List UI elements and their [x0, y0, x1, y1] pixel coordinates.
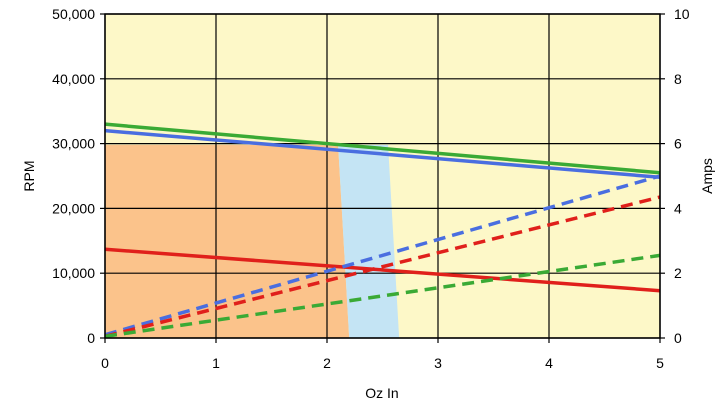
y-tick-label: 0 [87, 330, 95, 346]
x-axis-title: Oz In [365, 385, 398, 401]
rpm-line-1 [104, 128, 661, 180]
y2-tick-label: 2 [674, 265, 682, 281]
amps-line-5 [104, 253, 661, 339]
y-tick-label: 50,000 [52, 6, 95, 22]
y2-tick-label: 10 [674, 6, 690, 22]
orange-region [105, 144, 350, 338]
y2-axis-title: Amps [699, 158, 715, 194]
amps-line-3 [104, 174, 661, 337]
y-tick-label: 10,000 [52, 265, 95, 281]
y-tick-label: 20,000 [52, 200, 95, 216]
x-tick-label: 2 [323, 355, 331, 371]
x-tick-label: 0 [101, 355, 109, 371]
x-tick-label: 3 [434, 355, 442, 371]
rpm-line-2 [104, 247, 661, 293]
x-tick-label: 5 [656, 355, 664, 371]
y-axis-title: RPM [21, 160, 37, 191]
y2-tick-label: 6 [674, 136, 682, 152]
x-tick-label: 4 [545, 355, 553, 371]
y2-tick-label: 0 [674, 330, 682, 346]
blue-region [338, 144, 400, 338]
amps-line-4 [104, 195, 661, 339]
y-tick-label: 40,000 [52, 71, 95, 87]
y2-tick-label: 8 [674, 71, 682, 87]
y2-tick-label: 4 [674, 200, 682, 216]
y-tick-label: 30,000 [52, 136, 95, 152]
rpm-line-0 [104, 122, 661, 175]
plot-frame [104, 13, 661, 339]
x-tick-label: 1 [212, 355, 220, 371]
